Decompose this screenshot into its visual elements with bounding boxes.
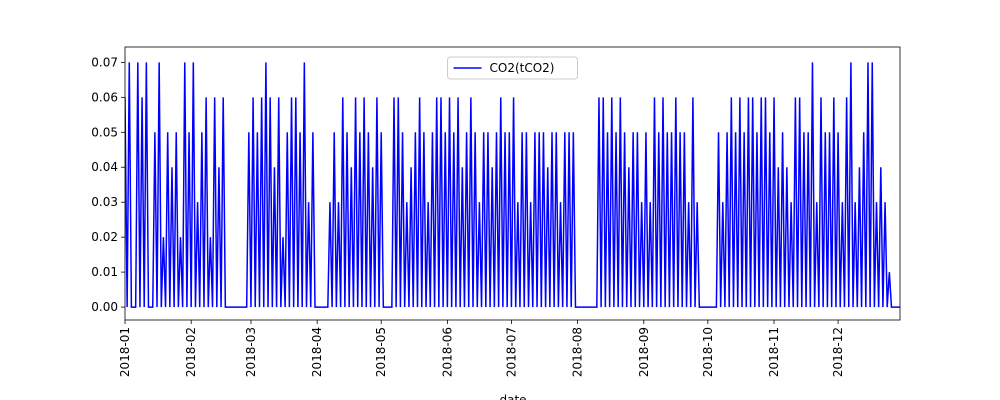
- legend: CO2(tCO2): [447, 56, 578, 80]
- x-axis-label: date: [499, 393, 526, 400]
- y-tick-label: 0.02: [91, 230, 118, 244]
- y-tick-label: 0.05: [91, 125, 118, 139]
- y-tick-label: 0.06: [91, 90, 118, 104]
- legend-box: [447, 56, 578, 80]
- x-tick-label: 2018-12: [831, 327, 845, 377]
- x-tick-label: 2018-03: [244, 327, 258, 377]
- x-tick-label: 2018-09: [637, 327, 651, 377]
- legend-label: CO2(tCO2): [490, 61, 555, 75]
- x-tick-label: 2018-11: [767, 327, 781, 377]
- x-tick-label: 2018-02: [184, 327, 198, 377]
- data-line: [125, 62, 900, 308]
- y-tick-label: 0.01: [91, 265, 118, 279]
- x-tick-label: 2018-04: [310, 327, 324, 377]
- x-tick-label: 2018-10: [701, 327, 715, 377]
- x-tick-label: 2018-01: [118, 327, 132, 377]
- x-tick-label: 2018-07: [504, 327, 518, 377]
- y-tick-label: 0.04: [91, 160, 118, 174]
- y-tick-label: 0.07: [91, 55, 118, 69]
- x-tick-label: 2018-06: [440, 327, 454, 377]
- x-tick-label: 2018-05: [374, 327, 388, 377]
- y-tick-label: 0.00: [91, 300, 118, 314]
- x-tick-label: 2018-08: [571, 327, 585, 377]
- y-tick-label: 0.03: [91, 195, 118, 209]
- plot-frame: [124, 46, 901, 321]
